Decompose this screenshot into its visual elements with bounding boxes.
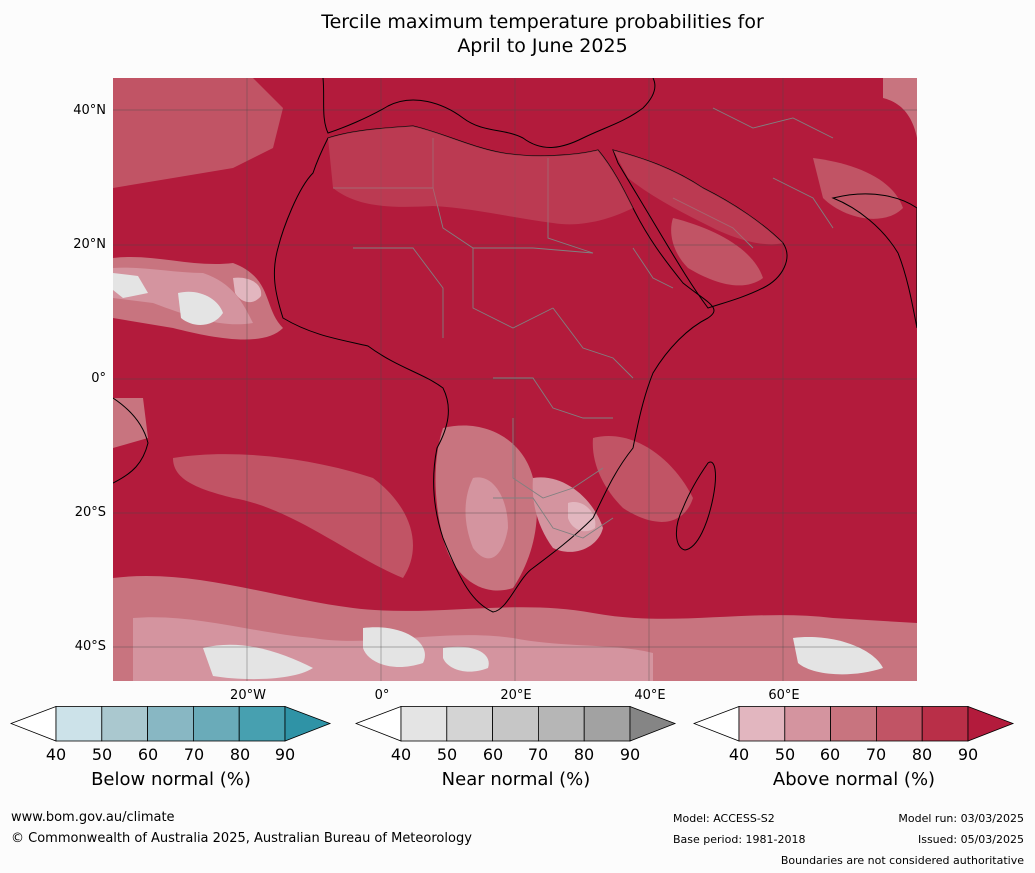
base-period: Base period: 1981-2018	[673, 833, 806, 846]
lon-label-40e: 40°E	[634, 688, 666, 703]
colorbar-near-bin-1	[400, 706, 448, 742]
colorbar-above-bin-5	[921, 706, 969, 742]
colorbar-above-arrow-low	[692, 705, 740, 742]
colorbar-above-svg	[692, 705, 1015, 742]
legend-title-above: Above normal (%)	[772, 769, 936, 790]
colorbar-below-bin-4	[192, 706, 240, 742]
colorbar-near-bin-5	[583, 706, 631, 742]
lat-label-20n: 20°N	[73, 237, 106, 252]
colorbar-near-bin-2	[446, 706, 494, 742]
land-tint	[328, 126, 783, 245]
colorbar-below-normal	[9, 705, 332, 746]
colorbar-above-bin-1	[738, 706, 786, 742]
tick-below-80: 80	[229, 745, 251, 764]
colorbar-above-bin-3	[830, 706, 877, 742]
map-svg	[113, 78, 917, 681]
website-link[interactable]: www.bom.gov.au/climate	[11, 810, 175, 825]
tick-near-90: 90	[619, 745, 641, 764]
colorbar-above-arrow-high	[967, 705, 1015, 742]
map-title: Tercile maximum temperature probabilitie…	[0, 10, 1035, 58]
colorbar-below-bin-2	[101, 706, 149, 742]
colorbar-below-bin-1	[55, 706, 103, 742]
tick-near-50: 50	[436, 745, 458, 764]
colorbar-below-bin-3	[147, 706, 194, 742]
colorbar-near-arrow-high	[629, 705, 677, 742]
tick-below-50: 50	[91, 745, 113, 764]
colorbar-above-bin-4	[875, 706, 923, 742]
lat-label-20s: 20°S	[74, 505, 106, 520]
tick-above-40: 40	[728, 745, 750, 764]
tick-below-90: 90	[274, 745, 296, 764]
tick-near-80: 80	[573, 745, 595, 764]
colorbar-below-svg	[9, 705, 332, 742]
colorbar-near-bin-3	[492, 706, 539, 742]
tick-below-70: 70	[183, 745, 205, 764]
lat-label-40s: 40°S	[74, 639, 106, 654]
tick-above-70: 70	[865, 745, 887, 764]
colorbar-below-bin-5	[238, 706, 286, 742]
colorbar-near-arrow-low	[354, 705, 402, 742]
title-line-1: Tercile maximum temperature probabilitie…	[321, 11, 764, 33]
tick-above-80: 80	[911, 745, 933, 764]
tick-near-40: 40	[390, 745, 412, 764]
tick-below-60: 60	[137, 745, 159, 764]
lat-label-0: 0°	[91, 371, 106, 386]
probability-map	[113, 78, 917, 681]
lon-label-20w: 20°W	[230, 688, 266, 703]
issued-date: Issued: 05/03/2025	[917, 833, 1024, 846]
tick-near-60: 60	[482, 745, 504, 764]
probability-contours	[113, 78, 917, 681]
tick-below-40: 40	[45, 745, 67, 764]
colorbar-near-normal	[354, 705, 677, 746]
colorbar-above-normal	[692, 705, 1015, 746]
boundaries-disclaimer: Boundaries are not considered authoritat…	[780, 854, 1024, 867]
lon-label-60e: 60°E	[768, 688, 800, 703]
tick-above-50: 50	[774, 745, 796, 764]
colorbar-below-arrow-low	[9, 705, 57, 742]
legend-title-below: Below normal (%)	[91, 769, 251, 790]
copyright-text: © Commonwealth of Australia 2025, Austra…	[11, 831, 472, 846]
colorbar-near-bin-4	[537, 706, 585, 742]
model-name: Model: ACCESS-S2	[673, 812, 775, 825]
lat-label-40n: 40°N	[73, 103, 106, 118]
title-line-2: April to June 2025	[457, 35, 628, 57]
model-run-date: Model run: 03/03/2025	[898, 812, 1024, 825]
tick-above-60: 60	[819, 745, 841, 764]
tick-near-70: 70	[527, 745, 549, 764]
colorbar-below-arrow-high	[284, 705, 332, 742]
colorbar-near-svg	[354, 705, 677, 742]
lon-label-20e: 20°E	[500, 688, 532, 703]
lon-label-0: 0°	[374, 688, 390, 703]
colorbar-above-bin-2	[784, 706, 832, 742]
tick-above-90: 90	[957, 745, 979, 764]
legend-title-near: Near normal (%)	[441, 769, 591, 790]
